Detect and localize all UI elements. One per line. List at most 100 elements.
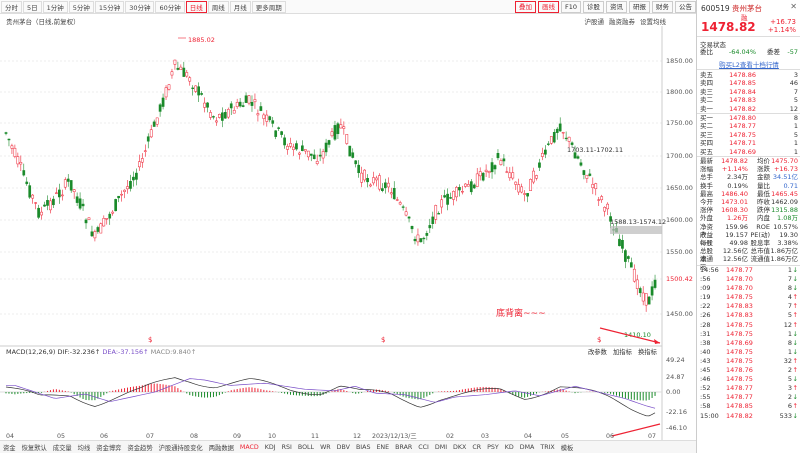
indicator-tab[interactable]: ENE bbox=[376, 443, 390, 451]
candle-body bbox=[452, 191, 455, 200]
candle-body bbox=[555, 128, 559, 133]
candle-body bbox=[366, 177, 369, 183]
order-book-row: 买一 1478.80 8 bbox=[700, 114, 798, 122]
period-tab[interactable]: 更多周期 bbox=[251, 0, 286, 13]
indicator-tab[interactable]: 两融数据 bbox=[208, 444, 234, 452]
period-tab[interactable]: 5分钟 bbox=[68, 0, 94, 13]
candle-body bbox=[90, 231, 94, 237]
candle-body bbox=[152, 121, 156, 127]
indicator-tab[interactable]: PSY bbox=[487, 443, 499, 451]
period-tab[interactable]: 周线 bbox=[207, 0, 229, 13]
x-tick-label: 07 bbox=[648, 433, 656, 440]
order-book-row: 卖二 1478.83 5 bbox=[700, 96, 798, 105]
toolbar-button[interactable]: 研报 bbox=[629, 1, 650, 13]
chart-title: 贵州茅台（日线,前复权） bbox=[6, 18, 80, 26]
indicator-tab[interactable]: WR bbox=[320, 443, 331, 451]
sub-toolbar-item[interactable]: 设置均线 bbox=[640, 18, 666, 26]
close-icon[interactable]: ✕ bbox=[790, 2, 797, 11]
period-tab[interactable]: 60分钟 bbox=[155, 0, 185, 13]
indicator-tab[interactable]: BRAR bbox=[395, 443, 413, 451]
sub-toolbar-item[interactable]: 沪股通 bbox=[584, 18, 605, 26]
stat-row: 流通股 12.56亿 流通值 1.86万亿 bbox=[700, 255, 798, 272]
tick-row: :19 1478.75 4 ↑ bbox=[700, 293, 798, 302]
candle-body bbox=[262, 114, 266, 119]
candle-body bbox=[597, 199, 601, 201]
indicator-tab[interactable]: KD bbox=[504, 443, 514, 451]
indicator-tab[interactable]: MACD bbox=[239, 443, 259, 451]
toolbar-button[interactable]: 财务 bbox=[652, 1, 673, 13]
toolbar-button[interactable]: 资讯 bbox=[606, 1, 627, 13]
indicator-tab[interactable]: CR bbox=[472, 443, 482, 451]
period-tab[interactable]: 1分钟 bbox=[42, 0, 68, 13]
order-book-row: 买三 1478.75 5 bbox=[700, 130, 798, 139]
candle-body bbox=[268, 116, 272, 121]
indicator-tab[interactable]: 成交量 bbox=[52, 444, 72, 452]
indicator-tab[interactable]: 沪股通持股变化 bbox=[158, 444, 203, 452]
candle-body bbox=[161, 97, 165, 107]
period-tab[interactable]: 月线 bbox=[229, 0, 251, 13]
y-tick-label: 1800.00 bbox=[666, 88, 693, 96]
indicator-tab[interactable]: 资金 bbox=[3, 444, 16, 452]
candle-body bbox=[25, 181, 29, 185]
candle-body bbox=[28, 185, 32, 198]
macd-button[interactable]: 加指标 bbox=[613, 347, 633, 356]
indicator-tab[interactable]: 恢复默认 bbox=[21, 444, 47, 452]
candle-body bbox=[541, 152, 544, 157]
indicator-tab[interactable]: 资金博弈 bbox=[96, 444, 122, 452]
candle-body bbox=[155, 117, 159, 125]
candle-body bbox=[496, 153, 500, 159]
indicator-tab[interactable]: BOLL bbox=[297, 443, 315, 451]
indicator-tab[interactable]: CCI bbox=[418, 443, 429, 451]
indicator-tab[interactable]: BIAS bbox=[355, 443, 371, 451]
candle-body bbox=[609, 216, 612, 222]
candle-body bbox=[360, 172, 363, 183]
order-book-row: 卖一 1478.82 12 bbox=[700, 104, 798, 113]
candle-body bbox=[348, 145, 352, 157]
candle-body bbox=[126, 186, 129, 190]
toolbar-button[interactable]: 公告 bbox=[675, 1, 696, 13]
candle-body bbox=[43, 204, 46, 207]
tick-row: :38 1478.69 8 ↓ bbox=[700, 338, 798, 347]
indicator-tab[interactable]: RSI bbox=[281, 443, 292, 451]
indicator-tab[interactable]: DMA bbox=[519, 443, 535, 451]
tick-row: :55 1478.77 2 ↓ bbox=[700, 393, 798, 402]
toolbar-button[interactable]: 画线 bbox=[537, 1, 559, 13]
buy-l2-link[interactable]: 购买L2查看十档行情 bbox=[719, 61, 779, 69]
candle-body bbox=[644, 293, 648, 306]
order-book-row: 卖三 1478.84 7 bbox=[700, 87, 798, 96]
toolbar-button[interactable]: F10 bbox=[560, 1, 581, 13]
indicator-tab[interactable]: TRIX bbox=[540, 443, 555, 451]
indicator-tab[interactable]: DMI bbox=[434, 443, 448, 451]
period-tab[interactable]: 5日 bbox=[23, 0, 42, 13]
candle-body bbox=[167, 84, 171, 90]
indicator-tab[interactable]: KDJ bbox=[264, 443, 276, 451]
kline-svg[interactable]: 1850.00 1800.00 1750.00 1700.00 1650.00 1600.… bbox=[0, 26, 696, 440]
candle-body bbox=[55, 192, 58, 194]
macd-button[interactable]: 换指标 bbox=[638, 347, 658, 356]
period-tab[interactable]: 分时 bbox=[1, 0, 22, 13]
toolbar-button[interactable]: 诊股 bbox=[583, 1, 604, 13]
candle-body bbox=[200, 93, 203, 95]
candles bbox=[4, 59, 657, 312]
indicator-tab[interactable]: DKX bbox=[453, 443, 467, 451]
candle-body bbox=[265, 114, 269, 122]
candle-body bbox=[13, 147, 17, 157]
tick-list[interactable]: 14:56 1478.77 1 ↓:56 1478.70 7 ↓:09 1478.70 8 ↓:1… bbox=[697, 266, 800, 421]
candle-body bbox=[484, 169, 488, 172]
indicator-tab[interactable]: DBV bbox=[336, 443, 350, 451]
toolbar-button[interactable]: 叠加 bbox=[514, 1, 536, 13]
period-tab[interactable]: 30分钟 bbox=[125, 0, 155, 13]
candle-body bbox=[472, 184, 476, 189]
event-marker: $ bbox=[148, 336, 152, 344]
period-tab[interactable]: 15分钟 bbox=[94, 0, 125, 13]
candle-body bbox=[75, 196, 79, 203]
candle-body bbox=[46, 200, 49, 206]
indicator-tab[interactable]: 模板 bbox=[560, 444, 574, 452]
kline-chart[interactable]: 1850.00 1800.00 1750.00 1700.00 1650.00 1600.… bbox=[0, 26, 696, 453]
indicator-tab[interactable]: 资金趋势 bbox=[127, 444, 153, 452]
tick-row: :43 1478.75 32 ↑ bbox=[700, 356, 798, 365]
indicator-tab[interactable]: 均线 bbox=[77, 444, 91, 452]
sub-toolbar-item[interactable]: 融资融券 bbox=[609, 18, 635, 26]
period-tab[interactable]: 日线 bbox=[185, 0, 207, 13]
macd-button[interactable]: 改参数 bbox=[588, 347, 608, 356]
